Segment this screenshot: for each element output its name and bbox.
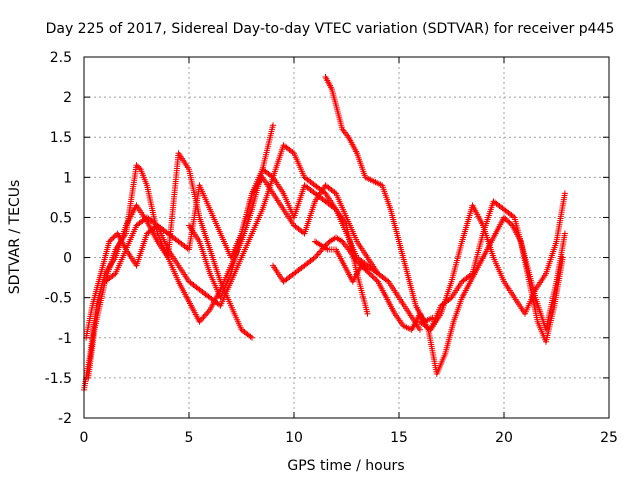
data-point xyxy=(363,267,370,274)
x-tick-label: 20 xyxy=(495,430,513,446)
x-axis-label: GPS time / hours xyxy=(287,458,404,474)
y-tick-label: 1.5 xyxy=(50,130,72,146)
data-point xyxy=(359,263,366,270)
data-point xyxy=(561,230,568,237)
y-tick-label: -1 xyxy=(58,331,72,347)
series-satellite-track-B xyxy=(85,150,255,381)
data-point xyxy=(133,162,140,169)
data-point xyxy=(361,265,367,272)
y-tick-label: 2 xyxy=(63,90,72,106)
data-point xyxy=(201,312,208,319)
data-point xyxy=(372,275,379,282)
data-point xyxy=(561,190,568,197)
y-tick-label: 0.5 xyxy=(50,210,72,226)
series-satellite-track-E xyxy=(186,174,381,301)
y-tick-label: -2 xyxy=(58,411,72,427)
data-point xyxy=(317,248,324,255)
x-tick-label: 25 xyxy=(600,430,618,446)
data-point xyxy=(364,310,371,317)
series-satellite-track-D xyxy=(102,142,423,333)
data-point xyxy=(365,269,372,276)
data-point xyxy=(323,241,330,248)
y-tick-label: -1.5 xyxy=(45,371,72,387)
x-tick-label: 5 xyxy=(185,430,194,446)
data-point xyxy=(315,250,322,257)
data-point xyxy=(366,270,373,277)
data-point xyxy=(505,218,512,225)
data-point xyxy=(370,274,377,281)
data-point xyxy=(314,251,321,258)
data-point xyxy=(369,273,376,280)
data-point xyxy=(502,215,509,222)
y-tick-label: -0.5 xyxy=(45,291,72,307)
x-tick-label: 0 xyxy=(80,430,89,446)
y-tick-label: 2.5 xyxy=(50,50,72,66)
series-satellite-track-J xyxy=(427,198,568,333)
x-tick-label: 10 xyxy=(285,430,303,446)
chart-title: Day 225 of 2017, Sidereal Day-to-day VTE… xyxy=(46,21,615,37)
data-point xyxy=(110,234,117,241)
series-satellite-track-G xyxy=(322,74,436,325)
data-point xyxy=(106,238,113,245)
data-point xyxy=(503,217,510,224)
data-point xyxy=(368,271,374,278)
data-point xyxy=(249,334,255,341)
data-point xyxy=(373,277,380,284)
data-layer xyxy=(81,74,568,393)
data-point xyxy=(508,221,514,228)
data-point xyxy=(506,219,513,226)
y-tick-label: 1 xyxy=(63,170,72,186)
y-axis-label: SDTVAR / TECUs xyxy=(7,180,23,295)
data-point xyxy=(134,163,141,170)
data-point xyxy=(200,314,207,321)
data-point xyxy=(417,326,423,333)
data-point xyxy=(375,270,381,277)
data-point xyxy=(203,311,210,318)
data-point xyxy=(199,315,206,322)
data-point xyxy=(501,214,507,221)
data-point xyxy=(111,233,118,240)
axis-ticks: 0 5 10 15 20 25 -2 -1.5 -1 -0.5 0 0.5 1 1.5 2 2.5 xyxy=(45,50,618,446)
y-tick-label: 0 xyxy=(63,251,72,267)
data-point xyxy=(136,164,143,171)
data-point xyxy=(107,237,114,244)
data-point xyxy=(270,122,276,129)
data-point xyxy=(358,262,365,269)
data-point xyxy=(362,266,369,273)
data-point xyxy=(109,235,115,242)
plot-frame xyxy=(83,56,610,419)
data-point xyxy=(204,309,211,316)
data-point xyxy=(313,253,320,260)
x-tick-label: 15 xyxy=(390,430,408,446)
